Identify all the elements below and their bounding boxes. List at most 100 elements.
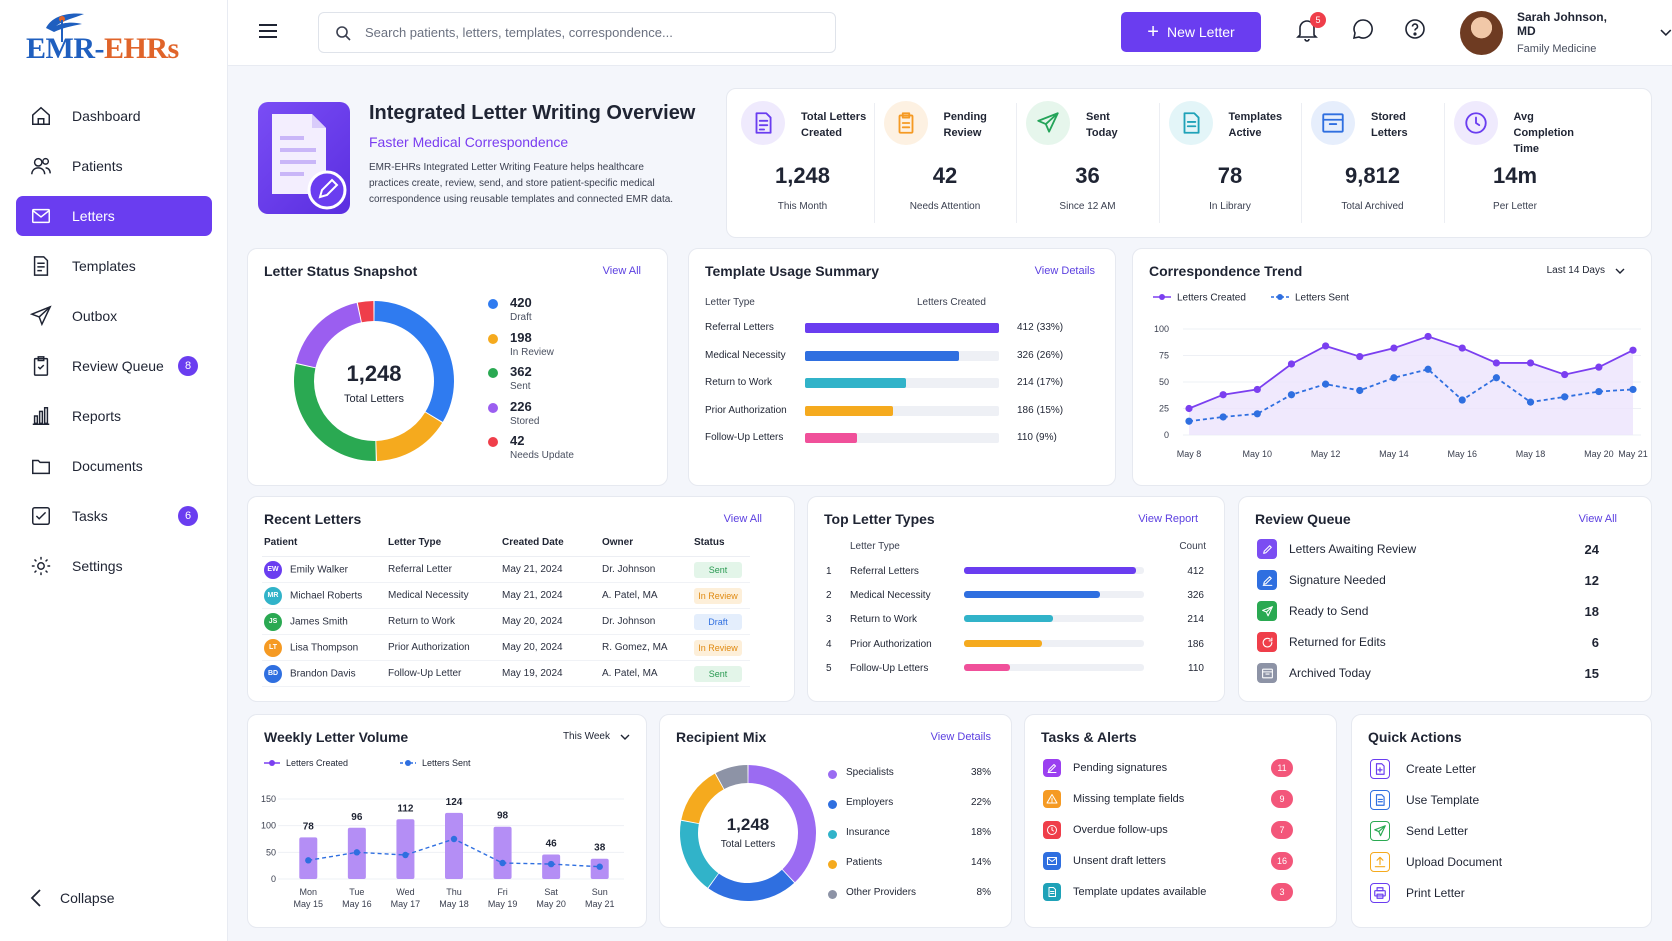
sidebar-item-tasks[interactable]: Tasks 6 [16,496,212,536]
bar-value: 186 (15%) [1017,404,1064,416]
quick-action-upload-document[interactable]: Upload Document [1370,852,1502,872]
table-row[interactable]: LT Lisa Thompson Prior Authorization May 20… [262,634,750,661]
column-header: Letter Type [705,297,755,308]
x-tick-label: May 10 [1243,449,1273,459]
new-letter-button[interactable]: + New Letter [1121,12,1261,52]
correspondence-trend-card: Correspondence Trend Last 14 Days Letter… [1132,248,1652,486]
user-role: Family Medicine [1516,43,1597,55]
data-point [1526,398,1535,406]
queue-item-count: 15 [1584,665,1599,681]
sidebar-item-reports[interactable]: Reports [16,396,212,436]
quick-action-send-letter[interactable]: Send Letter [1370,821,1468,841]
legend-label: Specialists [846,767,894,778]
stat-label-line: Active [1228,127,1262,139]
collapse-button[interactable]: Collapse [30,888,114,908]
patient-name: Emily Walker [290,564,348,576]
y-tick-label: 100 [1154,324,1169,334]
column-header: Patient [262,533,386,557]
legend-value: 420 [510,295,532,310]
week-range-dropdown[interactable]: This Week [563,731,630,742]
y-tick-label: 50 [1159,377,1169,387]
rank-number: 1 [826,566,832,577]
stat-value: 14m [1492,163,1538,188]
sidebar-item-letters[interactable]: Letters [16,196,212,236]
date-range-dropdown[interactable]: Last 14 Days [1547,265,1625,276]
table-row[interactable]: EW Emily Walker Referral Letter May 21, 202… [262,556,750,583]
task-alert-item[interactable]: Overdue follow-ups 7 [1043,820,1309,840]
search-input[interactable] [365,25,805,40]
card-title: Review Queue [1255,511,1351,527]
data-point [1287,360,1296,368]
view-details-link[interactable]: View Details [1034,265,1095,277]
sidebar-item-label: Documents [72,458,143,474]
stat-label-line: Sent [1086,111,1110,123]
sidebar-item-settings[interactable]: Settings [16,546,212,586]
sidebar-item-patients[interactable]: Patients [16,146,212,186]
quick-action-use-template[interactable]: Use Template [1370,790,1479,810]
review-queue-item[interactable]: Letters Awaiting Review 24 [1257,539,1599,559]
stat-label: Stored Letters [1371,109,1441,141]
messages-button[interactable] [1352,18,1374,45]
archive-icon [1257,663,1277,683]
brand-logo[interactable]: EMR-EHRs [14,10,214,66]
bar-value-label: 38 [594,843,606,854]
quick-action-print-letter[interactable]: Print Letter [1370,883,1465,903]
search-box [318,12,836,53]
letter-type: Prior Authorization [386,634,500,661]
view-all-link[interactable]: View All [723,513,762,525]
sidebar-item-review-queue[interactable]: Review Queue 8 [16,346,212,386]
menu-icon[interactable] [258,22,278,40]
data-point [596,863,603,870]
document-icon [1043,883,1061,901]
view-details-link[interactable]: View Details [930,731,991,743]
review-queue-item[interactable]: Returned for Edits 6 [1257,632,1599,652]
review-queue-item[interactable]: Ready to Send 18 [1257,601,1599,621]
view-all-link[interactable]: View All [602,265,641,277]
view-all-link[interactable]: View All [1578,513,1617,525]
created-date: May 20, 2024 [500,634,600,661]
bar-track [964,615,1144,623]
letter-status-card: Letter Status Snapshot View All 1,248 To… [247,248,668,486]
data-point [1322,342,1330,350]
user-menu[interactable]: Sarah Johnson, MD Family Medicine [1460,10,1672,55]
bar [445,812,463,879]
review-queue-item[interactable]: Signature Needed 12 [1257,570,1599,590]
task-alert-item[interactable]: Template updates available 3 [1043,882,1309,902]
quick-action-create-letter[interactable]: Create Letter [1370,759,1476,779]
weekly-volume-chart: Letters Created Letters Sent 0 50 100 150 78 Mo… [261,758,624,909]
view-report-link[interactable]: View Report [1138,513,1198,525]
logo-accent-text: EHRs [103,32,179,65]
weekly-volume-card: Weekly Letter Volume This Week Letters C… [247,714,647,928]
sidebar-item-documents[interactable]: Documents [16,446,212,486]
bar-track [964,663,1144,671]
type-label: Medical Necessity [850,590,931,602]
data-point [1287,391,1296,399]
chevron-down-icon [620,734,630,740]
help-button[interactable] [1404,18,1426,45]
sidebar-item-templates[interactable]: Templates [16,246,212,286]
task-alert-item[interactable]: Pending signatures 11 [1043,758,1309,778]
stat-value: 36 [1075,163,1100,188]
sidebar-item-outbox[interactable]: Outbox [16,296,212,336]
type-count: 326 [1187,590,1204,602]
bar-label: Referral Letters [705,322,774,333]
donut-slice [715,765,748,790]
checkbox-icon [32,507,50,525]
quick-action-label: Create Letter [1406,762,1477,776]
review-queue-item[interactable]: Archived Today 15 [1257,663,1599,683]
column-header: Letter Type [386,533,500,557]
quick-action-label: Upload Document [1406,855,1503,869]
task-alert-item[interactable]: Missing template fields 9 [1043,789,1309,809]
table-row[interactable]: MR Michael Roberts Medical Necessity May 21… [262,582,750,609]
notifications-button[interactable]: 5 [1296,12,1326,47]
column-header: Count [1179,541,1206,552]
task-alert-item[interactable]: Unsent draft letters 16 [1043,851,1309,871]
table-row[interactable]: BD Brandon Davis Follow-Up Letter May 19, 2… [262,660,750,687]
mail-icon [1043,852,1061,870]
legend-dot [488,402,498,413]
review-queue-badge: 8 [178,356,198,376]
table-row[interactable]: JS James Smith Return to Work May 20, 2024 D… [262,608,750,635]
data-point [1561,393,1569,401]
bar-fill [964,567,1136,574]
sidebar-item-dashboard[interactable]: Dashboard [16,96,212,136]
